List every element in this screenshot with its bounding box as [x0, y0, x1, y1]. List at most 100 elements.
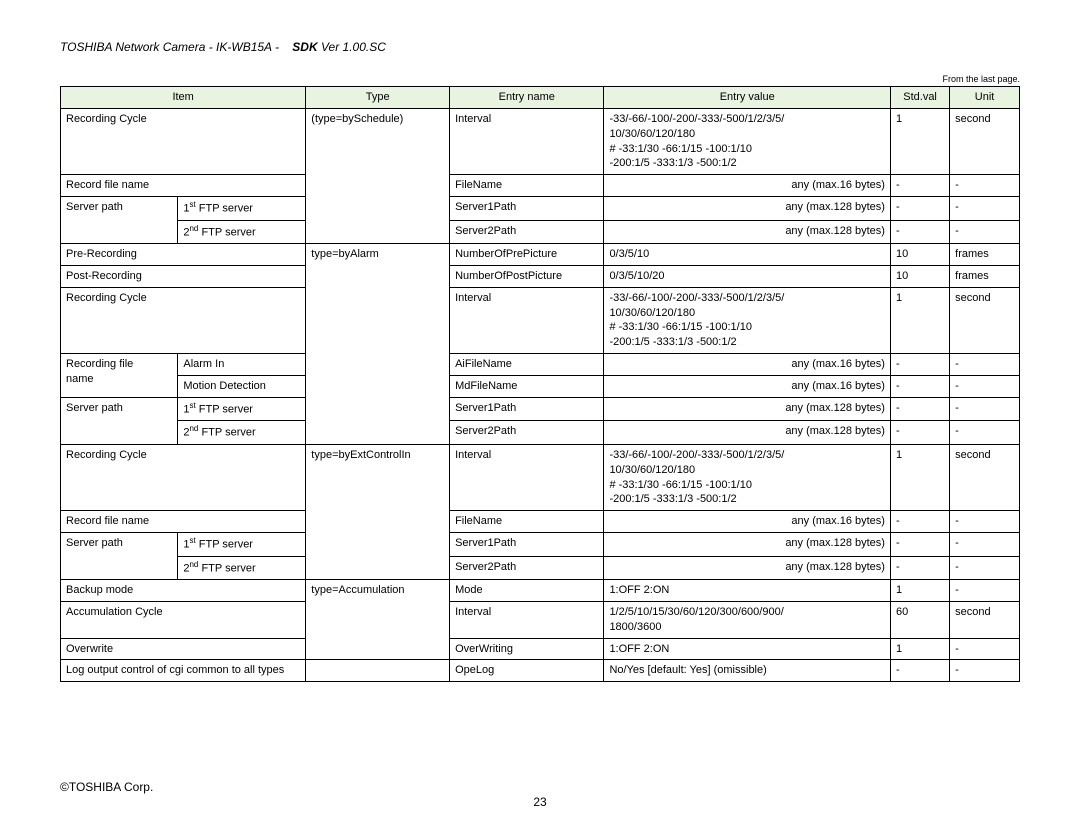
- entryvalue-cell: any (max.128 bytes): [604, 197, 891, 221]
- type-cell: type=Accumulation: [306, 580, 450, 660]
- stdval-cell: -: [890, 556, 949, 580]
- item-sub-cell: Motion Detection: [178, 375, 306, 397]
- stdval-cell: -: [890, 533, 949, 557]
- unit-cell: -: [950, 638, 1020, 660]
- table-row: Server path1st FTP serverServer1Pathany …: [61, 397, 1020, 421]
- entryname-cell: Server1Path: [450, 533, 604, 557]
- entryname-cell: OverWriting: [450, 638, 604, 660]
- unit-cell: -: [950, 397, 1020, 421]
- item-sub-cell: 1st FTP server: [178, 197, 306, 221]
- unit-cell: -: [950, 175, 1020, 197]
- unit-cell: -: [950, 220, 1020, 244]
- entryvalue-cell: -33/-66/-100/-200/-333/-500/1/2/3/5/ 10/…: [604, 444, 891, 510]
- item-cell: Overwrite: [61, 638, 306, 660]
- table-row: OverwriteOverWriting1:OFF 2:ON1-: [61, 638, 1020, 660]
- item-cell: Recording filename: [61, 354, 178, 398]
- item-sub-cell: 1st FTP server: [178, 397, 306, 421]
- stdval-cell: -: [890, 220, 949, 244]
- unit-cell: -: [950, 354, 1020, 376]
- stdval-cell: 1: [890, 287, 949, 353]
- unit-cell: -: [950, 375, 1020, 397]
- entryvalue-cell: 0/3/5/10: [604, 244, 891, 266]
- unit-cell: frames: [950, 265, 1020, 287]
- stdval-cell: -: [890, 660, 949, 682]
- col-entryname: Entry name: [450, 87, 604, 109]
- item-sub-cell: Alarm In: [178, 354, 306, 376]
- table-row: Record file nameFileNameany (max.16 byte…: [61, 511, 1020, 533]
- entryvalue-cell: any (max.16 bytes): [604, 375, 891, 397]
- table-row: Motion Detection MdFileNameany (max.16 by…: [61, 375, 1020, 397]
- col-entryvalue: Entry value: [604, 87, 891, 109]
- item-cell: Recording Cycle: [61, 444, 306, 510]
- stdval-cell: 1: [890, 444, 949, 510]
- entryvalue-cell: -33/-66/-100/-200/-333/-500/1/2/3/5/ 10/…: [604, 108, 891, 174]
- stdval-cell: -: [890, 354, 949, 376]
- entryvalue-cell: any (max.16 bytes): [604, 175, 891, 197]
- table-row: Backup modetype=AccumulationMode1:OFF 2:…: [61, 580, 1020, 602]
- entryname-cell: Interval: [450, 601, 604, 638]
- entryvalue-cell: -33/-66/-100/-200/-333/-500/1/2/3/5/ 10/…: [604, 287, 891, 353]
- page-header: TOSHIBA Network Camera - IK-WB15A - SDK …: [60, 40, 1020, 54]
- unit-cell: second: [950, 444, 1020, 510]
- entryname-cell: Server2Path: [450, 556, 604, 580]
- footer-copyright: ©TOSHIBA Corp.: [60, 780, 153, 794]
- entryname-cell: Interval: [450, 444, 604, 510]
- table-header-row: Item Type Entry name Entry value Std.val…: [61, 87, 1020, 109]
- entryname-cell: Interval: [450, 287, 604, 353]
- entryvalue-cell: 1/2/5/10/15/30/60/120/300/600/900/ 1800/…: [604, 601, 891, 638]
- header-sdk: SDK: [292, 40, 317, 54]
- entryvalue-cell: any (max.128 bytes): [604, 220, 891, 244]
- spec-table: Item Type Entry name Entry value Std.val…: [60, 86, 1020, 682]
- entryvalue-cell: any (max.128 bytes): [604, 397, 891, 421]
- col-unit: Unit: [950, 87, 1020, 109]
- entryname-cell: MdFileName: [450, 375, 604, 397]
- table-row: Server path1st FTP serverServer1Pathany …: [61, 197, 1020, 221]
- stdval-cell: -: [890, 511, 949, 533]
- item-cell: Post-Recording: [61, 265, 306, 287]
- item-sub-cell: 2nd FTP server: [178, 556, 306, 580]
- type-cell: [306, 660, 450, 682]
- item-cell: Pre-Recording: [61, 244, 306, 266]
- unit-cell: -: [950, 511, 1020, 533]
- entryname-cell: Interval: [450, 108, 604, 174]
- item-sub-cell: 1st FTP server: [178, 533, 306, 557]
- entryvalue-cell: any (max.128 bytes): [604, 556, 891, 580]
- table-row: Server path1st FTP serverServer1Pathany …: [61, 533, 1020, 557]
- entryvalue-cell: 0/3/5/10/20: [604, 265, 891, 287]
- table-row: Log output control of cgi common to all …: [61, 660, 1020, 682]
- unit-cell: -: [950, 580, 1020, 602]
- item-sub-cell: 2nd FTP server: [178, 220, 306, 244]
- table-row: Recording filenameAlarm InAiFileNameany …: [61, 354, 1020, 376]
- entryname-cell: Server1Path: [450, 197, 604, 221]
- item-cell: Server path: [61, 197, 178, 244]
- entryname-cell: Server2Path: [450, 421, 604, 445]
- unit-cell: -: [950, 533, 1020, 557]
- entryvalue-cell: any (max.128 bytes): [604, 533, 891, 557]
- table-row: Recording Cycletype=byExtControlInInterv…: [61, 444, 1020, 510]
- col-item: Item: [61, 87, 306, 109]
- stdval-cell: -: [890, 175, 949, 197]
- stdval-cell: -: [890, 375, 949, 397]
- type-cell: (type=bySchedule): [306, 108, 450, 243]
- header-version: Ver 1.00.SC: [318, 40, 386, 54]
- type-cell: type=byAlarm: [306, 244, 450, 445]
- stdval-cell: 10: [890, 265, 949, 287]
- entryname-cell: OpeLog: [450, 660, 604, 682]
- table-row: Recording Cycle(type=bySchedule)Interval…: [61, 108, 1020, 174]
- stdval-cell: -: [890, 197, 949, 221]
- item-cell: Record file name: [61, 511, 306, 533]
- stdval-cell: 1: [890, 580, 949, 602]
- item-cell: Log output control of cgi common to all …: [61, 660, 306, 682]
- stdval-cell: -: [890, 397, 949, 421]
- entryname-cell: Server2Path: [450, 220, 604, 244]
- unit-cell: second: [950, 108, 1020, 174]
- entryvalue-cell: any (max.16 bytes): [604, 511, 891, 533]
- header-product: TOSHIBA Network Camera - IK-WB15A -: [60, 40, 279, 54]
- unit-cell: second: [950, 601, 1020, 638]
- item-cell: Record file name: [61, 175, 306, 197]
- entryvalue-cell: any (max.16 bytes): [604, 354, 891, 376]
- unit-cell: -: [950, 556, 1020, 580]
- table-row: Accumulation CycleInterval1/2/5/10/15/30…: [61, 601, 1020, 638]
- entryvalue-cell: 1:OFF 2:ON: [604, 638, 891, 660]
- stdval-cell: 60: [890, 601, 949, 638]
